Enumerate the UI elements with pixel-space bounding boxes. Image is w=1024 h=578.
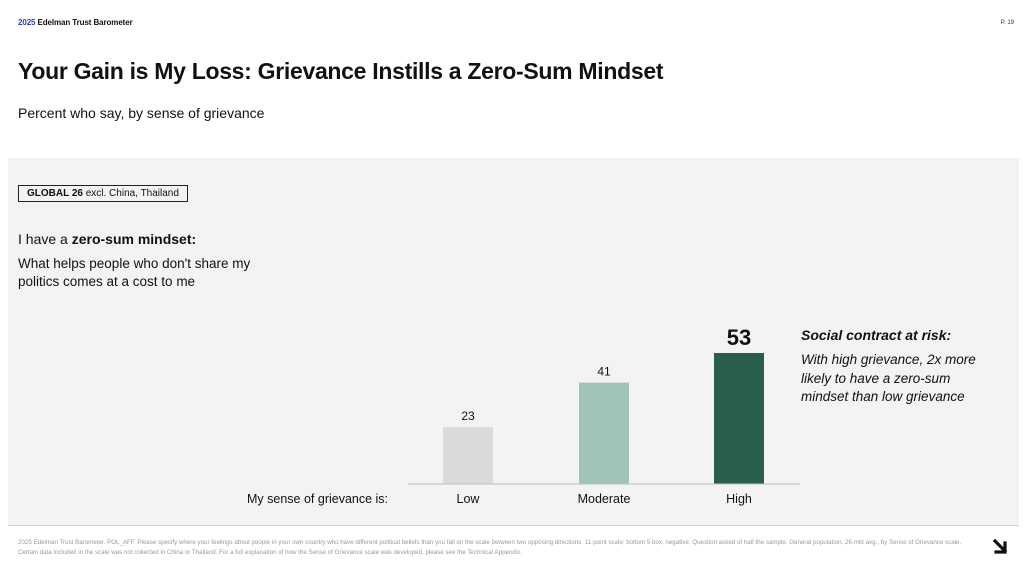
- question-body: What helps people who don't share my pol…: [18, 256, 251, 289]
- brand-name: Edelman Trust Barometer: [37, 18, 133, 27]
- bars-group: 23 Low 41 Moderate 53 High: [443, 325, 764, 506]
- content-panel: [8, 158, 1019, 525]
- page-title: Your Gain is My Loss: Grievance Instills…: [18, 58, 664, 84]
- brand-year: 2025: [18, 18, 36, 27]
- question-heading: I have a zero-sum mindset:: [18, 231, 196, 247]
- scope-tag: GLOBAL 26 excl. China, Thailand: [18, 185, 188, 202]
- footnote: 2025 Edelman Trust Barometer. POL_AFF. P…: [18, 539, 962, 556]
- brand-header: 2025 Edelman Trust Barometer: [18, 18, 133, 27]
- value-label-low: 23: [461, 409, 475, 423]
- category-label-high: High: [726, 492, 752, 506]
- arrow-down-right-icon[interactable]: [990, 536, 1014, 560]
- page-number: P. 19: [1000, 20, 1014, 26]
- question-prefix: I have a: [18, 231, 72, 247]
- category-axis-label: My sense of grievance is:: [247, 492, 388, 506]
- value-label-moderate: 41: [597, 365, 611, 379]
- panel-divider: [8, 525, 1019, 526]
- scope-tag-rest: excl. China, Thailand: [85, 188, 179, 199]
- category-label-low: Low: [457, 492, 481, 506]
- bar-low: [443, 427, 493, 484]
- bar-high: [714, 353, 764, 484]
- question-bold: zero-sum mindset:: [71, 231, 197, 247]
- scope-tag-bold: GLOBAL 26: [27, 188, 83, 199]
- bar-moderate: [579, 382, 629, 484]
- callout-title: Social contract at risk:: [801, 327, 952, 343]
- category-label-moderate: Moderate: [578, 492, 631, 506]
- page-subtitle: Percent who say, by sense of grievance: [18, 105, 265, 121]
- value-label-high: 53: [727, 325, 751, 350]
- callout-body: With high grievance, 2x more likely to h…: [801, 352, 976, 404]
